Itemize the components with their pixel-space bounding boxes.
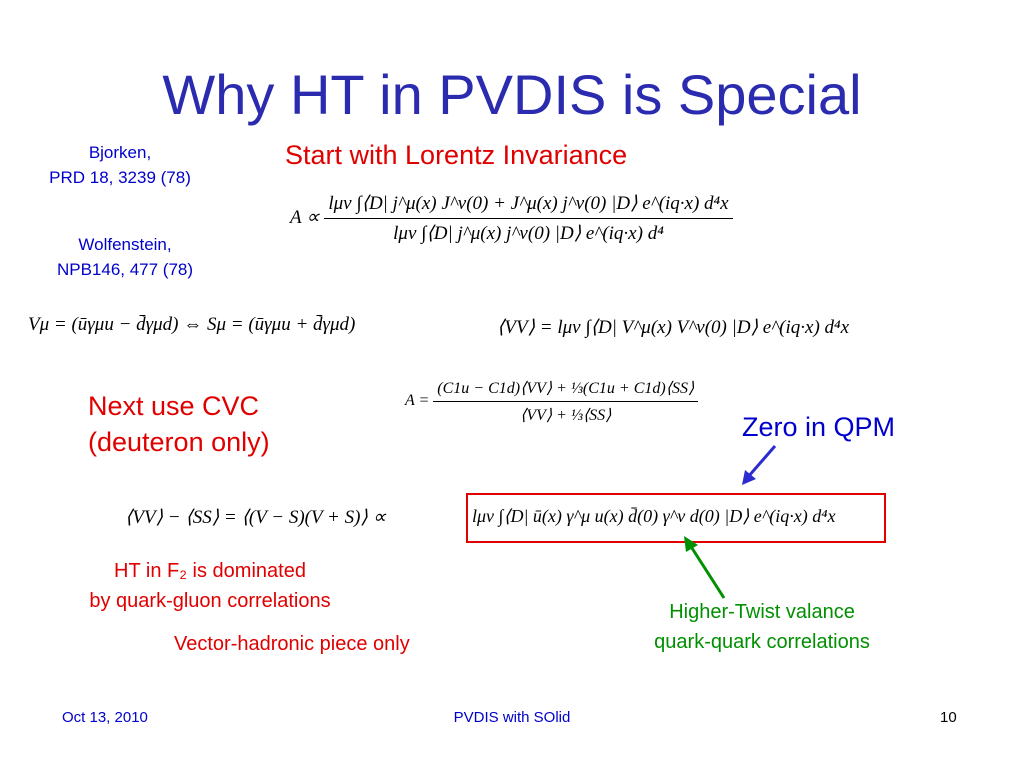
reference: Wolfenstein, NPB146, 477 (78)	[25, 232, 225, 282]
denominator: ⟨VV⟩ + ⅓⟨SS⟩	[520, 407, 612, 424]
note: Vector-hadronic piece only	[174, 633, 410, 655]
equation-lhs: A =	[405, 392, 430, 410]
numerator: lμν ∫⟨D| j^μ(x) J^ν(0) + J^μ(x) j^ν(0) |…	[324, 192, 733, 219]
equation-lhs: A ∝	[290, 206, 320, 228]
arrow	[688, 544, 726, 599]
note-line: HT in F₂ is dominated	[114, 560, 306, 582]
equation: Vμ = (ūγμu − d̄γμd) ⇔ Sμ = (ūγμu + d̄γμd…	[28, 314, 356, 335]
note: Next use CVC (deuteron only)	[88, 388, 270, 460]
equation: ⟨VV⟩ − ⟨SS⟩ = ⟨(V − S)(V + S)⟩ ∝	[125, 507, 387, 528]
equation: ⟨VV⟩ = lμν ∫⟨D| V^μ(x) V^ν(0) |D⟩ e^(iq·…	[497, 317, 850, 338]
note: Zero in QPM	[742, 412, 896, 442]
highlight-box	[466, 493, 886, 543]
page-number: 10	[940, 709, 957, 726]
footer-date: Oct 13, 2010	[62, 709, 148, 726]
numerator: (C1u − C1d)⟨VV⟩ + ⅓(C1u + C1d)⟨SS⟩	[433, 378, 699, 402]
arrow-head	[742, 470, 756, 485]
note: HT in F₂ is dominated by quark-gluon cor…	[40, 556, 380, 616]
reference: Bjorken, PRD 18, 3239 (78)	[20, 140, 220, 190]
reference-line: PRD 18, 3239 (78)	[49, 168, 191, 187]
subheading: Start with Lorentz Invariance	[285, 140, 628, 170]
arrow-head	[684, 536, 698, 552]
equation: lμν ∫⟨D| ū(x) γ^μ u(x) d̄(0) γ^ν d(0) |D…	[472, 506, 836, 526]
denominator: lμν ∫⟨D| j^μ(x) j^ν(0) |D⟩ e^(iq·x) d⁴	[393, 223, 664, 244]
reference-line: Wolfenstein,	[78, 235, 172, 254]
note-line: by quark-gluon correlations	[89, 590, 331, 612]
arrow	[746, 445, 777, 478]
note-line: (deuteron only)	[88, 427, 270, 457]
note-line: Higher-Twist valance	[669, 601, 855, 623]
equation: A = (C1u − C1d)⟨VV⟩ + ⅓(C1u + C1d)⟨SS⟩ ⟨V…	[405, 378, 699, 425]
slide-title: Why HT in PVDIS is Special	[162, 63, 862, 126]
note-line: Next use CVC	[88, 391, 260, 421]
reference-line: Bjorken,	[88, 143, 152, 162]
note-line: quark-quark correlations	[654, 631, 870, 653]
equation: A ∝ lμν ∫⟨D| j^μ(x) J^ν(0) + J^μ(x) j^ν(…	[290, 192, 733, 245]
footer-title: PVDIS with SOlid	[453, 709, 571, 726]
note: Higher-Twist valance quark-quark correla…	[612, 597, 912, 657]
reference-line: NPB146, 477 (78)	[56, 260, 194, 279]
